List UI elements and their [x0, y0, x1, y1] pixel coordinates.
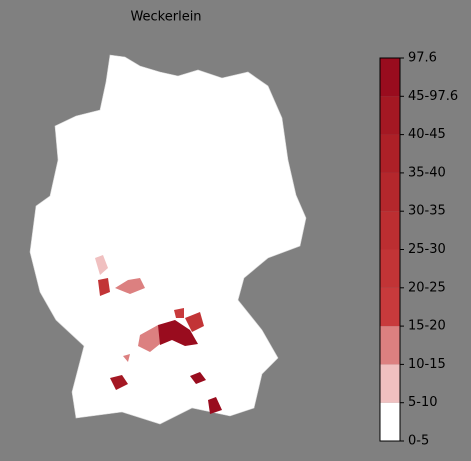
region — [115, 278, 145, 294]
region — [95, 255, 108, 275]
colorbar-segment — [380, 134, 400, 173]
country-shape — [29, 54, 307, 425]
colorbar: 0-5 5-10 10-15 15-20 20-25 25-30 30-35 35-40 40-… — [380, 51, 458, 449]
colorbar-label: 30-35 — [408, 204, 446, 219]
region — [190, 372, 206, 384]
colorbar-segment — [380, 58, 400, 97]
colorbar-label: 35-40 — [408, 165, 446, 180]
map-title: Weckerlein — [130, 10, 201, 25]
colorbar-label: 0-5 — [408, 434, 429, 449]
region — [174, 308, 184, 318]
colorbar-label: 45-97.6 — [408, 89, 458, 104]
region — [110, 375, 128, 390]
region — [185, 312, 204, 332]
colorbar-segment — [380, 326, 400, 365]
colorbar-label: 5-10 — [408, 395, 438, 410]
colorbar-segment — [380, 211, 400, 250]
colorbar-segment — [380, 287, 400, 327]
colorbar-label: 40-45 — [408, 127, 446, 142]
region — [98, 278, 110, 296]
colorbar-label: 20-25 — [408, 280, 446, 295]
colorbar-label: 10-15 — [408, 357, 446, 372]
colorbar-label: 15-20 — [408, 319, 446, 334]
colorbar-segment — [380, 96, 400, 135]
colorbar-frame — [379, 57, 401, 442]
region — [208, 397, 222, 414]
region — [138, 325, 165, 352]
region — [123, 354, 130, 362]
colorbar-segment — [380, 364, 400, 403]
colorbar-label: 25-30 — [408, 242, 446, 257]
region — [158, 320, 198, 346]
colorbar-segment — [380, 172, 400, 212]
colorbar-label: 97.6 — [408, 51, 437, 66]
colorbar-segment — [380, 402, 400, 441]
germany-map — [29, 54, 307, 425]
colorbar-segment — [380, 249, 400, 288]
